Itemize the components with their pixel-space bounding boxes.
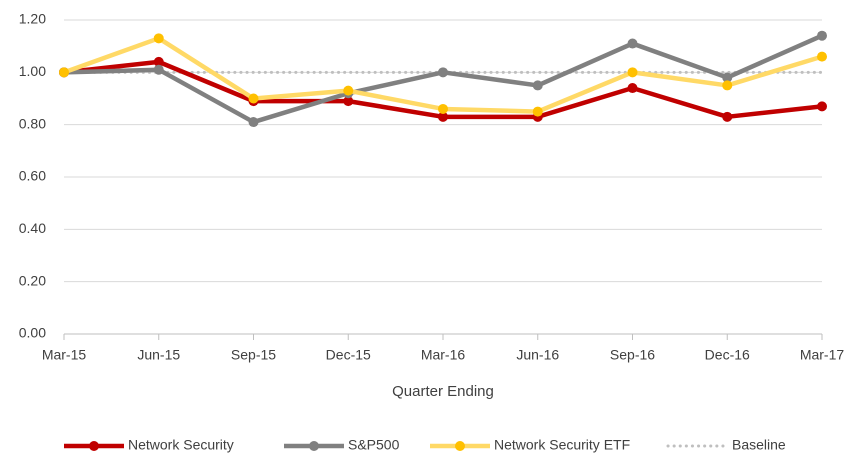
legend-marker [89, 441, 99, 451]
series-marker [343, 85, 354, 96]
series-marker [722, 72, 733, 83]
series-marker [532, 80, 543, 91]
x-tick-label: Mar-17 [800, 347, 845, 363]
x-tick-label: Sep-16 [610, 347, 655, 363]
y-tick-label: 0.40 [19, 220, 46, 236]
series-marker [248, 93, 259, 104]
series-marker [722, 111, 733, 122]
x-tick-label: Dec-16 [705, 347, 750, 363]
x-tick-label: Jun-15 [137, 347, 180, 363]
legend-marker [455, 441, 465, 451]
series-marker [153, 56, 164, 67]
y-tick-label: 0.80 [19, 115, 46, 131]
legend-label: S&P500 [348, 437, 400, 453]
series-marker [343, 96, 354, 107]
y-tick-label: 0.20 [19, 272, 46, 288]
legend-label: Network Security [128, 437, 234, 453]
y-tick-label: 1.20 [19, 11, 46, 27]
series-marker [438, 111, 448, 122]
x-tick-label: Mar-15 [42, 347, 87, 363]
series-marker [438, 103, 448, 114]
legend-marker [309, 441, 319, 451]
y-tick-label: 1.00 [19, 63, 46, 79]
x-tick-label: Jun-16 [516, 347, 559, 363]
series-marker [248, 117, 259, 128]
x-tick-label: Sep-15 [231, 347, 276, 363]
series-marker [722, 80, 733, 91]
series-marker [627, 83, 638, 94]
y-tick-label: 0.60 [19, 168, 46, 184]
series-marker [438, 67, 448, 78]
series-marker [817, 30, 827, 41]
series-marker [627, 67, 638, 78]
legend-label: Baseline [732, 437, 786, 453]
series-marker [153, 33, 164, 44]
series-marker [817, 101, 827, 112]
y-tick-label: 0.00 [19, 325, 46, 341]
series-marker [59, 67, 69, 78]
series-marker [627, 38, 638, 49]
x-tick-label: Dec-15 [326, 347, 371, 363]
series-marker [532, 106, 543, 117]
series-marker [153, 64, 164, 75]
x-axis-label: Quarter Ending [392, 383, 494, 400]
series-marker [817, 51, 827, 62]
legend-label: Network Security ETF [494, 437, 630, 453]
x-tick-label: Mar-16 [421, 347, 466, 363]
